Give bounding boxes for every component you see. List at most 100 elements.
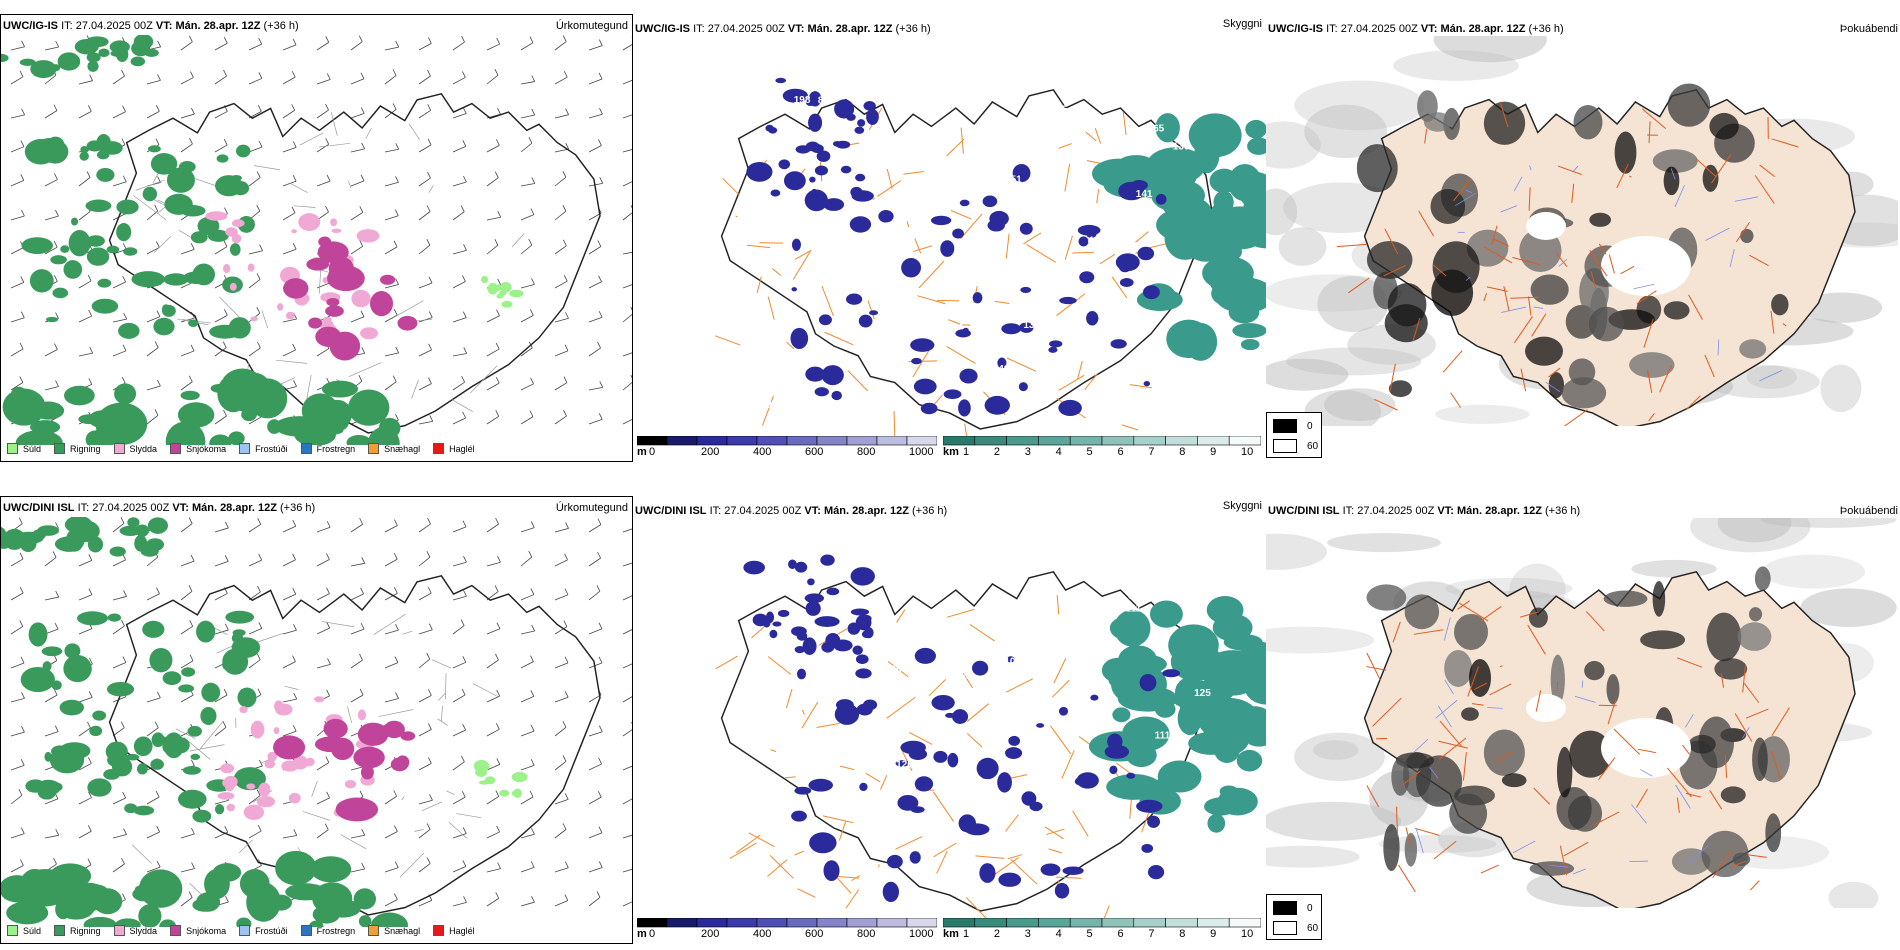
cloud-base-label: 141	[1136, 189, 1153, 200]
legend-item: Snjókoma	[170, 925, 226, 936]
cloud-base-label: 90	[745, 865, 757, 876]
colorbar-tick: 2	[993, 446, 1000, 458]
drizzle-areas	[480, 275, 524, 308]
vt-label: VT:	[1420, 23, 1438, 35]
model-name: UWC/IG-IS	[1268, 23, 1323, 35]
visibility-colorbar: km 1 2 3 4 5 6 7 8 9 10	[943, 436, 1261, 460]
lead-time: (+36 h)	[895, 23, 931, 35]
model-name: UWC/IG-IS	[3, 20, 58, 32]
legend-label: Súld	[23, 443, 42, 454]
roads	[1336, 101, 1799, 426]
cloud-base-labels: 42 68 23 89 143 144 152 136 91 141 151 33 60 72 40 48 52…	[710, 90, 1190, 411]
colorbar-tick: 200	[701, 928, 720, 940]
cloud-base-label: 130	[1173, 142, 1190, 153]
cloud-base-labels: 10 22 11 84 32 388 56 393 335 121 90 95 125 111 126 331…	[745, 589, 1211, 885]
legend-swatch	[54, 925, 66, 936]
cloud-base-label: 68	[1046, 175, 1058, 186]
glacier	[1601, 718, 1691, 778]
it-value: 27.04.2025 00Z	[1340, 23, 1418, 35]
rain-areas-south	[2, 368, 401, 445]
colorbar-unit: km	[943, 928, 959, 940]
cloud-base-label: 167	[1155, 589, 1172, 600]
legend-label: Frostúði	[255, 443, 288, 454]
precip-map	[1, 35, 632, 445]
colorbar-tick: 5	[1086, 928, 1093, 940]
cloud-base-label: 126	[896, 759, 913, 770]
panel-title: Þokuábendi	[1839, 23, 1898, 35]
colorbar-tick: 7	[1148, 446, 1155, 458]
colorbar-tick: 1000	[909, 446, 934, 458]
panel-title: Úrkomutegund	[555, 502, 628, 514]
vt-label: VT:	[787, 23, 805, 35]
cloud-base-label: 73	[1005, 712, 1017, 723]
fog-tick: 60	[1307, 440, 1319, 452]
cloud-base-label: 33	[758, 334, 770, 345]
panel-header: UWC/DINI ISL IT: 27.04.2025 00Z VT: Mán.…	[635, 505, 947, 518]
lead-time: (+36 h)	[280, 502, 316, 514]
fog-scale-item: 0	[1273, 419, 1313, 433]
cloud-base-label: 40	[1099, 291, 1111, 302]
cloud-base-label: 89	[818, 95, 830, 106]
lead-time: (+36 h)	[263, 20, 299, 32]
rain-areas-south	[1, 850, 409, 927]
legend-label: Frostregn	[316, 443, 356, 454]
colorbar-tick: 3	[1024, 446, 1031, 458]
panel-title: Þokuábendi	[1839, 505, 1898, 517]
legend-swatch	[239, 443, 251, 454]
precip-map	[1, 517, 632, 927]
legend-label: Rigning	[70, 443, 101, 454]
colorbar-tick: 0	[649, 928, 656, 940]
fog-colorbox: 0 60	[1266, 412, 1322, 458]
colorbar-tick: 1000	[909, 928, 934, 940]
precip-type-panel: UWC/DINI ISL IT: 27.04.2025 00Z VT: Mán.…	[0, 496, 633, 944]
cloud-base-areas	[790, 163, 1167, 417]
legend-item: Frostregn	[300, 925, 355, 936]
colorbar-tick: 1	[963, 928, 970, 940]
visibility-colorbar: km 1 2 3 4 5 6 7 8 9 10	[943, 918, 1261, 942]
colorbar-unit: m	[637, 928, 647, 940]
colorbar-swatches	[943, 436, 1261, 446]
cloud-base-areas-west	[746, 77, 879, 202]
cloud-base-label: 10	[1004, 656, 1016, 667]
colorbar-tick: 9	[1210, 446, 1217, 458]
cloud-base-label: 98	[1031, 175, 1043, 186]
colorbar-tick: 6	[1117, 446, 1124, 458]
cloud-base-label: 121	[1024, 818, 1041, 829]
fog-tick: 0	[1307, 902, 1313, 914]
fog-swatch	[1273, 901, 1297, 915]
legend-item: Slydda	[113, 443, 157, 454]
legend-swatch	[433, 443, 445, 454]
colorbar-unit: m	[637, 446, 647, 458]
snow-areas	[283, 236, 418, 361]
panel-header: UWC/IG-IS IT: 27.04.2025 00Z VT: Mán. 28…	[635, 23, 931, 36]
cloud-base-label: 151	[1005, 175, 1022, 186]
cloud-base-label: 26	[973, 249, 985, 260]
it-label: IT:	[709, 505, 722, 517]
legend-item: Rigning	[54, 925, 101, 936]
roads	[131, 613, 499, 904]
fog-panel: UWC/IG-IS IT: 27.04.2025 00Z VT: Mán. 28…	[1266, 14, 1900, 462]
cloud-base-label: 160	[921, 148, 938, 159]
cloud-base-label: 143	[748, 355, 765, 366]
cloud-base-label: 125	[1194, 688, 1211, 699]
legend-label: Snæhagl	[384, 925, 421, 936]
cloud-base-label: 52	[781, 302, 793, 313]
colorbar-tick: 5	[1086, 446, 1093, 458]
cloud-base-colorbar: m 0 200 400 600 800 1000	[637, 918, 937, 942]
vt-label: VT:	[804, 505, 821, 517]
wind-barbs	[10, 35, 632, 425]
colorbar-tick: 0	[649, 446, 656, 458]
cloud-base-label: 393	[880, 767, 897, 778]
snow-areas	[273, 718, 416, 822]
legend-swatch	[113, 443, 125, 454]
it-label: IT:	[1342, 505, 1355, 517]
cloud-base-label: 198	[794, 95, 811, 106]
legend-item: Haglél	[433, 443, 475, 454]
fog-swatch	[1273, 419, 1297, 433]
cloud-base-label: 331	[1128, 591, 1145, 602]
cloud-base-map: 10 22 11 84 32 388 56 393 335 121 90 95 125 111 126 331…	[715, 554, 1266, 918]
legend-item: Frostúði	[239, 443, 288, 454]
vt-value: Mán. 28.apr. 12Z	[1456, 505, 1542, 517]
colorbar-swatches	[637, 918, 937, 928]
cloud-base-areas	[791, 645, 1180, 903]
